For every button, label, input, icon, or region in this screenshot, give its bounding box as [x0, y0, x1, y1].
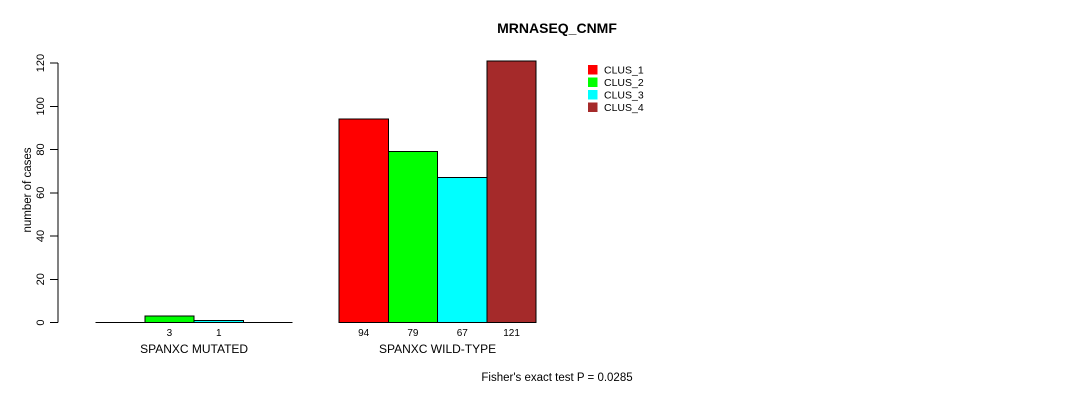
- y-tick-label: 20: [35, 273, 47, 285]
- bar-value-label: 67: [457, 328, 469, 339]
- y-tick-label: 60: [35, 187, 47, 199]
- legend-label-clus_3: CLUS_3: [604, 89, 644, 101]
- labels-layer: 3 1 SPANXC MUTATED 94 79 67 121 SPANXC WILD-TYP…: [140, 328, 520, 356]
- bar-value-label: 1: [216, 328, 222, 339]
- bars-layer: [95, 60, 537, 324]
- bar-clus_2-mutated: [144, 315, 195, 324]
- annotation-text: Fisher's exact test P = 0.0285: [481, 372, 632, 384]
- y-tick-label: 0: [35, 319, 47, 325]
- y-tick-label: 100: [35, 97, 47, 115]
- group-label-wild-type: SPANXC WILD-TYPE: [379, 342, 496, 356]
- bar-value-label: 94: [358, 328, 370, 339]
- bar-value-label: 79: [407, 328, 419, 339]
- y-tick-label: 120: [35, 54, 47, 72]
- y-axis: 0 20 40 60 80 100 120: [35, 54, 59, 326]
- y-tick-label: 40: [35, 230, 47, 242]
- bar-clus_1-wild-type: [338, 118, 389, 323]
- bar-value-label: 3: [167, 328, 173, 339]
- legend-label-clus_4: CLUS_4: [604, 102, 644, 114]
- legend-swatch-clus_2: [588, 77, 598, 87]
- legend-label-clus_1: CLUS_1: [604, 64, 644, 76]
- chart-title: MRNASEQ_CNMF: [497, 20, 617, 36]
- legend-label-clus_2: CLUS_2: [604, 77, 644, 89]
- bar-clus_4-wild-type: [486, 60, 537, 324]
- y-axis-label: number of cases: [22, 147, 34, 232]
- bar-value-label: 121: [503, 328, 520, 339]
- bar-clus_3-wild-type: [437, 177, 488, 323]
- y-tick-label: 80: [35, 143, 47, 155]
- legend-swatch-clus_3: [588, 89, 598, 100]
- legend-swatch-clus_4: [588, 102, 598, 112]
- bar-clus_2-wild-type: [387, 151, 439, 323]
- group-label-mutated: SPANXC MUTATED: [140, 342, 248, 356]
- legend-swatch-clus_1: [588, 64, 598, 75]
